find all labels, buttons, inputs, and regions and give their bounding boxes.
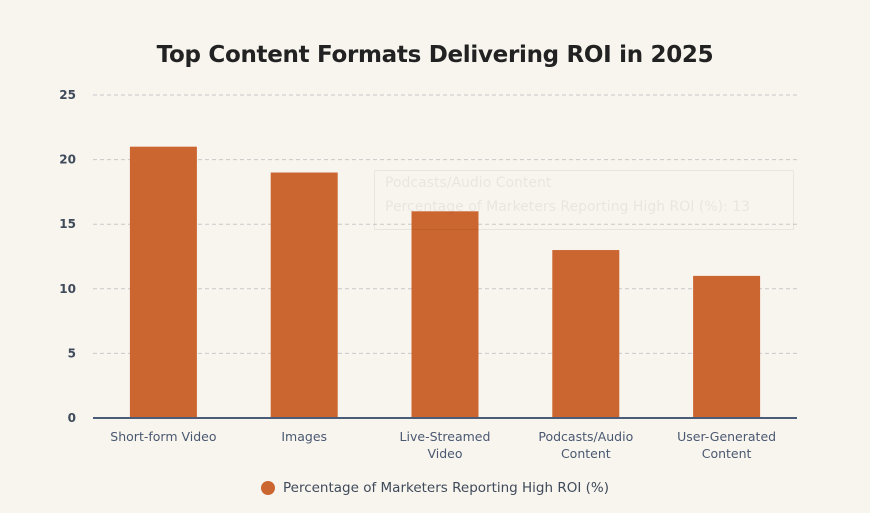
x-tick-label: Podcasts/Audio [538, 429, 633, 444]
legend-swatch [260, 481, 275, 495]
x-tick-label: User-Generated [677, 429, 776, 444]
y-tick-label: 10 [59, 282, 76, 296]
y-tick-label: 20 [59, 153, 76, 167]
bar[interactable] [693, 275, 761, 418]
legend[interactable]: Percentage of Marketers Reporting High R… [0, 480, 870, 496]
tooltip-title: Podcasts/Audio Content [385, 175, 552, 191]
bar[interactable] [411, 211, 479, 418]
x-tick-label: Short-form Video [110, 429, 216, 444]
x-tick-label: Images [281, 429, 327, 444]
y-tick-label: 15 [59, 217, 76, 231]
y-tick-label: 0 [68, 411, 76, 425]
y-tick-label: 5 [68, 346, 76, 360]
chart-title: Top Content Formats Delivering ROI in 20… [156, 42, 714, 68]
x-tick-label: Live-Streamed [400, 429, 491, 444]
tooltip: Podcasts/Audio Content Percentage of Mar… [374, 170, 794, 230]
bar[interactable] [552, 250, 620, 418]
bar[interactable] [270, 172, 338, 418]
x-tick-label: Video [427, 446, 462, 461]
legend-label: Percentage of Marketers Reporting High R… [282, 480, 609, 496]
x-tick-label: Content [702, 446, 752, 461]
tooltip-text: Percentage of Marketers Reporting High R… [385, 199, 751, 215]
y-tick-label: 25 [59, 88, 76, 102]
bar[interactable] [129, 146, 197, 418]
x-tick-label: Content [561, 446, 611, 461]
